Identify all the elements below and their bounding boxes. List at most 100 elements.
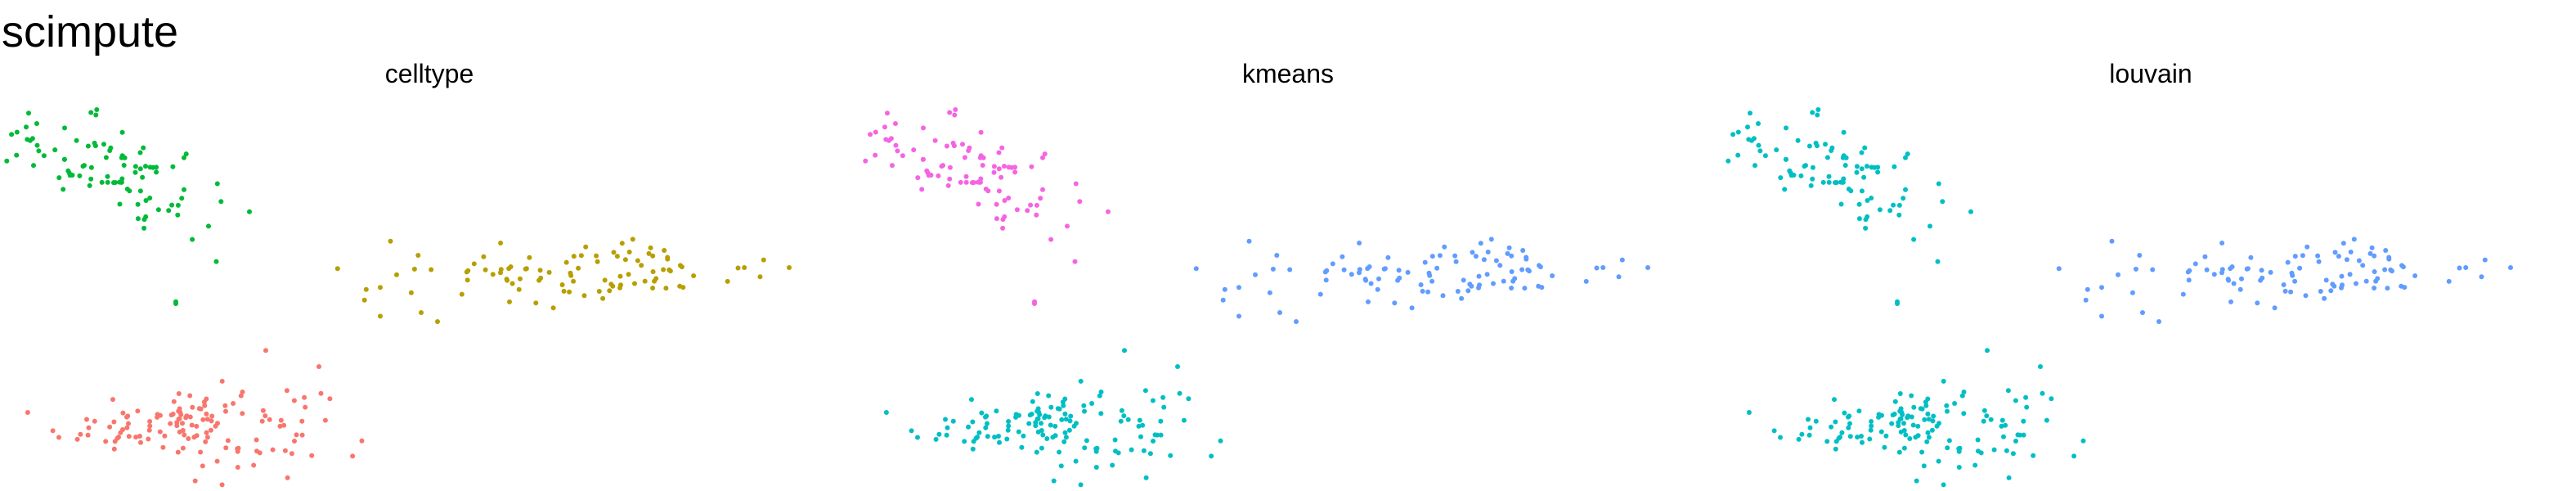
- scatter-point: [147, 419, 153, 424]
- scatter-point: [247, 209, 252, 214]
- scatter-point: [1426, 270, 1432, 276]
- scatter-point: [1459, 295, 1465, 301]
- scatter-point: [190, 236, 195, 242]
- scatter-point: [2330, 282, 2336, 287]
- scatter-point: [1160, 394, 1166, 400]
- scatter-point: [177, 416, 182, 421]
- scatter-point: [62, 125, 67, 131]
- scatter-point: [2282, 288, 2288, 294]
- scatter-point: [1501, 278, 1506, 284]
- scatter-point: [1752, 163, 1757, 169]
- scatter-point: [1882, 444, 1887, 450]
- scatter-point: [187, 414, 193, 420]
- scatter-point: [1040, 432, 1046, 438]
- scatter-point: [34, 121, 39, 126]
- scatter-point: [92, 143, 98, 149]
- scatter-point: [1122, 348, 1127, 354]
- scatter-point: [1791, 173, 1797, 178]
- scatter-point: [1330, 261, 1335, 267]
- scatter-point: [997, 439, 1002, 445]
- scatter-point: [883, 137, 889, 142]
- scatter-point: [135, 216, 141, 222]
- scatter-point: [1594, 265, 1600, 271]
- scatter-point: [170, 164, 176, 169]
- scatter-point: [267, 417, 272, 422]
- scatter-point: [189, 422, 195, 428]
- scatter-point: [1093, 446, 1099, 452]
- scatter-point: [278, 417, 284, 423]
- scatter-point: [595, 259, 600, 264]
- scatter-point: [1940, 199, 1945, 205]
- scatter-point: [1034, 202, 1039, 208]
- scatter-point: [1981, 408, 1987, 413]
- scatter-point: [1782, 187, 1788, 192]
- scatter-point: [1034, 212, 1039, 218]
- scatter-point: [1833, 180, 1838, 186]
- scatter-point: [2237, 286, 2243, 292]
- scatter-point: [1829, 424, 1834, 430]
- scatter-point: [2300, 253, 2305, 259]
- scatter-point: [1798, 173, 1804, 178]
- scatter-point: [133, 435, 139, 440]
- scatter-point: [214, 458, 220, 464]
- scatter-point: [143, 164, 148, 169]
- scatter-point: [1892, 399, 1898, 404]
- scatter-point: [873, 152, 878, 158]
- scatter-point: [1440, 293, 1446, 299]
- scatter-point: [235, 465, 240, 470]
- scatter-point: [2248, 255, 2254, 260]
- scatter-point: [1006, 419, 1012, 424]
- scatter-point: [985, 434, 990, 439]
- scatter-point: [74, 436, 80, 442]
- scatter-point: [962, 439, 967, 444]
- scatter-point: [1141, 448, 1147, 453]
- scatter-point: [31, 163, 36, 169]
- scatter-point: [1078, 378, 1084, 384]
- scatter-point: [209, 418, 214, 424]
- scatter-point: [155, 207, 161, 213]
- scatter-point: [1901, 196, 1906, 201]
- scatter-point: [173, 301, 178, 306]
- scatter-point: [14, 152, 20, 158]
- scatter-point: [1784, 125, 1788, 131]
- scatter-point: [614, 254, 620, 259]
- scatter-point: [1368, 281, 1374, 286]
- scatter-point: [99, 179, 105, 185]
- scatter-point: [1209, 453, 1214, 459]
- scatter-point: [1294, 319, 1299, 324]
- scatter-point: [1118, 418, 1124, 424]
- scatter-point: [2133, 266, 2138, 272]
- scatter-point: [893, 142, 899, 148]
- scatter-point: [361, 297, 367, 303]
- scatter-point: [571, 278, 577, 284]
- scatter-point: [1746, 137, 1752, 142]
- scatter-point: [2140, 310, 2145, 315]
- scatter-point: [2056, 266, 2062, 272]
- scatter-point: [1931, 413, 1936, 419]
- scatter-point: [2344, 257, 2349, 263]
- scatter-point: [2369, 245, 2375, 250]
- scatter-point: [996, 188, 1002, 194]
- scatter-point: [126, 421, 131, 426]
- scatter-point: [1810, 164, 1815, 170]
- scatter-point: [944, 432, 949, 438]
- scatter-point: [192, 478, 198, 484]
- scatter-point: [2204, 267, 2210, 273]
- scatter-point: [1078, 482, 1084, 488]
- scatter-point: [1897, 408, 1903, 414]
- scatter-point: [1903, 187, 1908, 192]
- scatter-point: [1838, 179, 1843, 185]
- scatter-point: [1726, 158, 1731, 164]
- scatter-point: [1929, 427, 1935, 433]
- scatter-point: [2001, 434, 2006, 439]
- scatter-point: [1067, 418, 1073, 424]
- scatter-point: [85, 143, 91, 149]
- scatter-point: [1084, 438, 1089, 444]
- scatter-point: [1806, 432, 1812, 438]
- scatter-point: [206, 223, 211, 229]
- scatter-point: [408, 290, 414, 295]
- scatter-point: [1420, 288, 1425, 294]
- scatter-point: [182, 432, 187, 438]
- scatter-point: [2288, 289, 2294, 295]
- scatter-point: [1051, 478, 1057, 484]
